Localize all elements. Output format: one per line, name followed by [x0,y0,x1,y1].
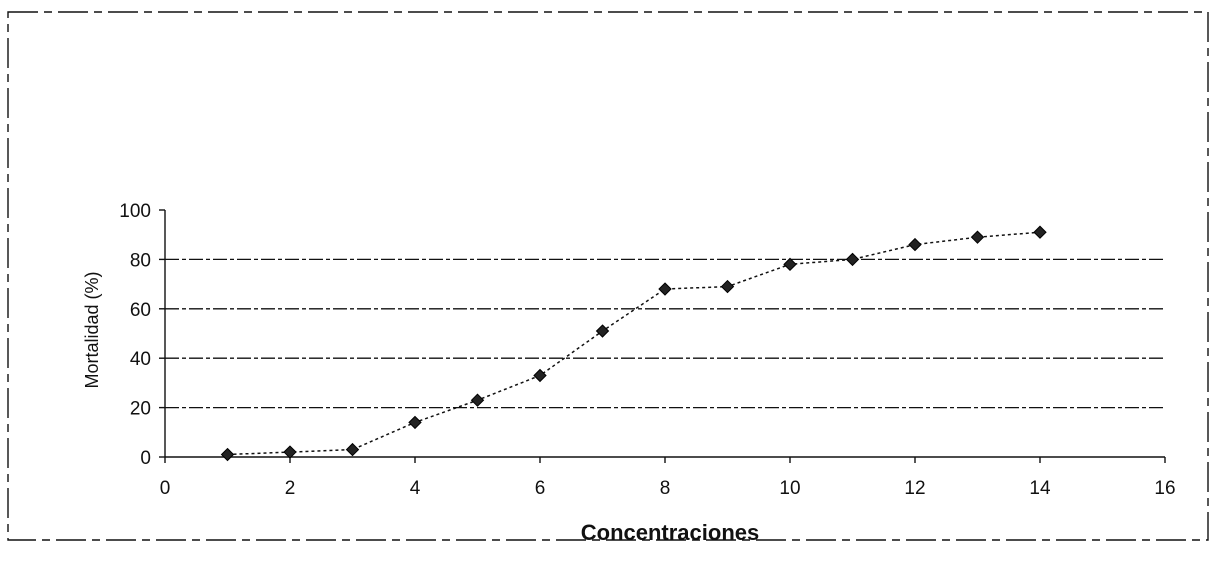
data-point [595,324,610,338]
y-tick-label: 100 [119,201,151,222]
x-tick-label: 16 [1154,478,1175,499]
x-tick-label: 0 [160,478,171,499]
x-tick-label: 8 [660,478,671,499]
grid [165,258,1165,409]
data-point [283,445,297,459]
data-point [408,415,422,430]
y-tick-label: 20 [130,399,151,420]
y-tick-label: 40 [130,349,151,370]
data-point [970,230,985,244]
series-group [220,225,1047,462]
data-point [1033,225,1047,239]
x-tick-label: 2 [285,478,296,499]
data-point [470,393,485,407]
y-tick-label: 80 [130,250,151,271]
x-tick-label: 4 [410,478,421,499]
y-axis-title: Mortalidad (%) [82,271,102,388]
data-point [720,279,735,294]
data-point [783,257,797,272]
x-tick-label: 6 [535,478,546,499]
data-point [345,442,360,457]
y-tick-label: 0 [140,448,151,469]
data-point [220,447,235,462]
y-tick-label: 60 [130,300,151,321]
data-point [908,237,922,252]
x-tick-label: 10 [779,478,800,499]
axes: 0 20 40 60 80 100 0 2 4 6 8 10 12 14 16 [119,201,1175,499]
data-point [845,252,860,267]
series-line [227,231,1041,456]
data-point [533,368,547,383]
x-tick-label: 14 [1029,478,1051,499]
data-point [658,282,672,296]
x-axis-title: Concentraciones [581,520,760,545]
chart-frame [7,11,1209,541]
x-tick-label: 12 [904,478,925,499]
